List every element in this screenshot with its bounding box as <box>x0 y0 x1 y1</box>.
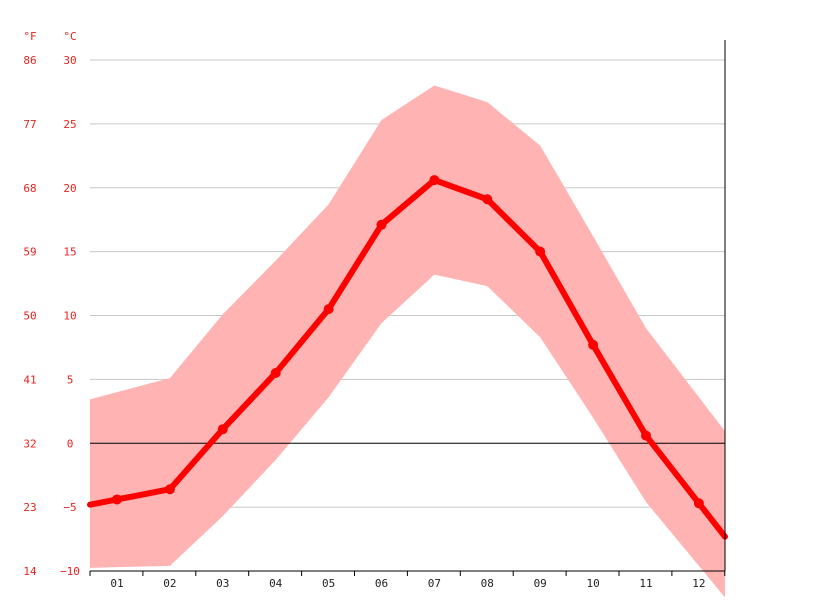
data-point <box>588 339 599 350</box>
x-tick-label: 10 <box>586 577 599 590</box>
y-tick-label-c: 15 <box>63 246 76 259</box>
average-temperature-series <box>87 175 728 540</box>
data-point <box>112 494 122 505</box>
data-point <box>429 175 440 186</box>
x-tick-label: 11 <box>639 577 652 590</box>
y-tick-label-f: 41 <box>23 373 36 386</box>
y-tick-label-f: 32 <box>23 437 36 450</box>
data-point <box>217 424 228 435</box>
y-tick-label-f: 23 <box>23 501 36 514</box>
y-tick-label-c: 25 <box>63 118 76 131</box>
x-tick-label: 07 <box>428 577 441 590</box>
x-tick-label: 04 <box>269 577 283 590</box>
axes <box>89 40 726 576</box>
celsius-unit-label: °C <box>63 30 76 43</box>
temperature-range-area <box>90 85 725 598</box>
y-tick-label-c: 5 <box>67 373 74 386</box>
y-tick-labels: 86 30 77 25 68 20 59 15 50 10 41 5 32 0 23 −5 14 −10 <box>23 54 80 578</box>
data-point <box>482 194 493 205</box>
x-tick-label: 06 <box>375 577 388 590</box>
y-tick-label-c: 30 <box>63 54 76 67</box>
y-tick-label-c: 10 <box>63 310 76 323</box>
fahrenheit-unit-label: °F <box>23 30 36 43</box>
y-tick-label-f: 14 <box>23 565 37 578</box>
y-tick-label-c: 20 <box>63 182 76 195</box>
x-tick-labels: 01 02 03 04 05 06 07 08 09 10 11 12 <box>110 577 705 590</box>
y-tick-label-f: 59 <box>23 246 36 259</box>
data-point <box>693 498 704 509</box>
y-tick-label-c: 0 <box>67 437 74 450</box>
y-tick-label-f: 68 <box>23 182 36 195</box>
data-point <box>535 246 546 257</box>
data-point <box>376 219 387 230</box>
x-tick-label: 09 <box>534 577 547 590</box>
temperature-range-band <box>90 85 725 598</box>
y-tick-label-c: −5 <box>63 501 76 514</box>
data-point <box>270 367 281 378</box>
average-temperature-line <box>87 177 728 540</box>
x-tick-label: 02 <box>163 577 176 590</box>
x-tick-label: 12 <box>692 577 705 590</box>
data-point <box>641 430 651 441</box>
x-tick-label: 05 <box>322 577 335 590</box>
x-tick-label: 03 <box>216 577 229 590</box>
y-tick-label-c: −10 <box>60 565 80 578</box>
x-tick-label: 08 <box>481 577 494 590</box>
data-point <box>164 484 175 495</box>
data-point <box>323 304 334 315</box>
y-tick-label-f: 86 <box>23 54 36 67</box>
y-tick-label-f: 50 <box>23 310 36 323</box>
y-tick-label-f: 77 <box>23 118 36 131</box>
x-tick-label: 01 <box>110 577 123 590</box>
